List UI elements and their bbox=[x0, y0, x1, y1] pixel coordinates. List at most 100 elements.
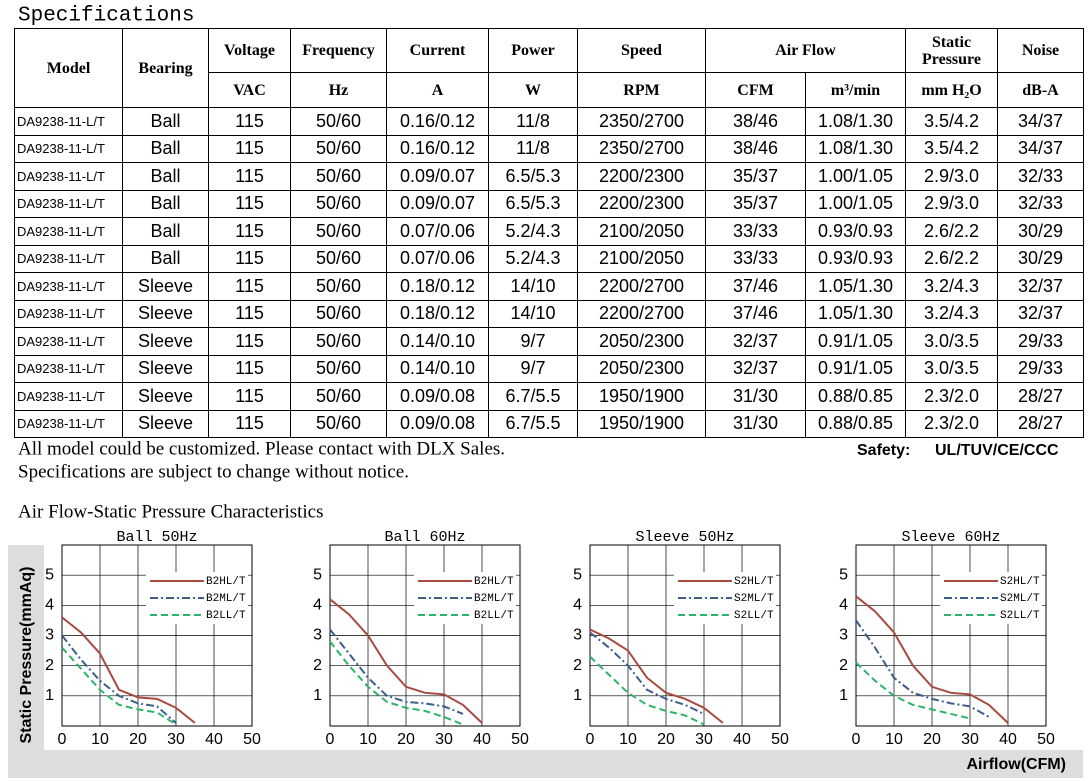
x-tick-label: 30 bbox=[167, 731, 185, 748]
series-line bbox=[329, 628, 464, 715]
table-cell: 115 bbox=[208, 189, 291, 218]
table-cell: 0.09/0.08 bbox=[386, 409, 489, 438]
table-cell: 0.09/0.07 bbox=[386, 162, 489, 191]
table-cell: 30/29 bbox=[997, 217, 1084, 246]
table-cell: 115 bbox=[208, 244, 291, 273]
table-cell: 32/37 bbox=[705, 327, 806, 356]
table-cell: 28/27 bbox=[997, 409, 1084, 438]
note: Specifications are subject to change wit… bbox=[18, 461, 409, 482]
table-cell: Ball bbox=[122, 107, 209, 136]
table-cell: 2200/2300 bbox=[577, 189, 706, 218]
table-cell: 2200/2700 bbox=[577, 299, 706, 328]
x-tick-label: 50 bbox=[1037, 731, 1055, 748]
unit-header: VAC bbox=[208, 72, 291, 108]
table-cell: 32/33 bbox=[997, 189, 1084, 218]
table-cell: DA9238-11-L/T bbox=[14, 162, 123, 191]
x-tick-label: 40 bbox=[205, 731, 223, 748]
y-tick-label: 5 bbox=[839, 566, 848, 583]
x-tick-label: 30 bbox=[435, 731, 453, 748]
x-tick-label: 10 bbox=[619, 731, 637, 748]
unit-row: VAC Hz A W RPM CFM m³/min mm H₂O dB-A bbox=[15, 72, 1084, 108]
legend-label: B2ML/T bbox=[206, 593, 246, 605]
series-line bbox=[855, 619, 990, 718]
legend-label: S2LL/T bbox=[734, 610, 774, 622]
table-cell: 14/10 bbox=[488, 272, 578, 301]
table-cell: 2.9/3.0 bbox=[905, 189, 998, 218]
table-cell: 6.5/5.3 bbox=[488, 189, 578, 218]
table-cell: 2.9/3.0 bbox=[905, 162, 998, 191]
table-row: DA9238-11-L/T Sleeve 115 50/60 0.14/0.10 9/7 2… bbox=[14, 354, 1084, 383]
series-line bbox=[61, 634, 177, 724]
x-tick-label: 10 bbox=[885, 731, 903, 748]
table-cell: 115 bbox=[208, 162, 291, 191]
unit-header: W bbox=[488, 72, 578, 108]
table-cell: DA9238-11-L/T bbox=[14, 134, 123, 163]
unit-header: dB-A bbox=[997, 72, 1084, 108]
table-cell: 0.16/0.12 bbox=[386, 134, 489, 163]
x-tick-label: 10 bbox=[359, 731, 377, 748]
table-cell: 34/37 bbox=[997, 134, 1084, 163]
y-tick-label: 4 bbox=[839, 597, 848, 614]
spec-table: Model Bearing Voltage Frequency Current Power… bbox=[14, 28, 1084, 438]
x-tick-label: 30 bbox=[695, 731, 713, 748]
table-cell: 34/37 bbox=[997, 107, 1084, 136]
table-cell: 115 bbox=[208, 354, 291, 383]
y-tick-label: 5 bbox=[45, 566, 54, 583]
table-cell: 50/60 bbox=[290, 327, 387, 356]
y-tick-label: 1 bbox=[839, 687, 848, 704]
table-cell: 2200/2700 bbox=[577, 272, 706, 301]
legend-label: B2LL/T bbox=[206, 610, 246, 622]
page-title: Specifications bbox=[18, 5, 194, 28]
table-cell: Sleeve bbox=[122, 382, 209, 411]
table-cell: 115 bbox=[208, 299, 291, 328]
x-tick-label: 0 bbox=[58, 731, 67, 748]
table-cell: 0.14/0.10 bbox=[386, 354, 489, 383]
table-cell: 37/46 bbox=[705, 299, 806, 328]
table-cell: 29/33 bbox=[997, 354, 1084, 383]
table-cell: 1.05/1.30 bbox=[805, 299, 906, 328]
table-cell: 0.07/0.06 bbox=[386, 244, 489, 273]
x-tick-label: 40 bbox=[733, 731, 751, 748]
unit-header: A bbox=[386, 72, 489, 108]
table-cell: 0.14/0.10 bbox=[386, 327, 489, 356]
series-line bbox=[855, 661, 971, 720]
unit-header: m³/min bbox=[805, 72, 906, 108]
table-cell: 31/30 bbox=[705, 409, 806, 438]
table-cell: 35/37 bbox=[705, 189, 806, 218]
table-cell: DA9238-11-L/T bbox=[14, 272, 123, 301]
table-row: DA9238-11-L/T Ball 115 50/60 0.07/0.06 5.2/4.… bbox=[14, 244, 1084, 273]
y-axis-label: Static Pressure(mmAq) bbox=[18, 567, 35, 744]
column-header: Frequency bbox=[290, 28, 387, 73]
table-cell: 50/60 bbox=[290, 299, 387, 328]
table-cell: 0.07/0.06 bbox=[386, 217, 489, 246]
y-tick-label: 1 bbox=[45, 687, 54, 704]
table-row: DA9238-11-L/T Sleeve 115 50/60 0.09/0.08 6.7/… bbox=[14, 409, 1084, 438]
table-cell: 1.05/1.30 bbox=[805, 272, 906, 301]
table-cell: 30/29 bbox=[997, 244, 1084, 273]
x-tick-label: 0 bbox=[852, 731, 861, 748]
table-cell: 1.08/1.30 bbox=[805, 134, 906, 163]
y-tick-label: 5 bbox=[313, 566, 322, 583]
table-cell: 50/60 bbox=[290, 244, 387, 273]
series-line bbox=[329, 598, 483, 724]
legend-label: S2HL/T bbox=[1000, 576, 1040, 588]
table-cell: Sleeve bbox=[122, 272, 209, 301]
y-tick-label: 3 bbox=[573, 627, 582, 644]
table-cell: DA9238-11-L/T bbox=[14, 382, 123, 411]
unit-header: mm H₂O bbox=[905, 72, 998, 108]
table-cell: 2200/2300 bbox=[577, 162, 706, 191]
table-cell: 2.6/2.2 bbox=[905, 217, 998, 246]
y-tick-label: 1 bbox=[573, 687, 582, 704]
table-cell: 115 bbox=[208, 217, 291, 246]
table-cell: 5.2/4.3 bbox=[488, 244, 578, 273]
y-tick-label: 2 bbox=[573, 657, 582, 674]
unit-header: CFM bbox=[705, 72, 806, 108]
y-label-band bbox=[8, 545, 44, 775]
table-cell: 50/60 bbox=[290, 382, 387, 411]
y-tick-label: 3 bbox=[45, 627, 54, 644]
table-cell: 9/7 bbox=[488, 354, 578, 383]
table-cell: 0.09/0.08 bbox=[386, 382, 489, 411]
legend-label: B2HL/T bbox=[206, 576, 246, 588]
series-line bbox=[61, 616, 196, 724]
